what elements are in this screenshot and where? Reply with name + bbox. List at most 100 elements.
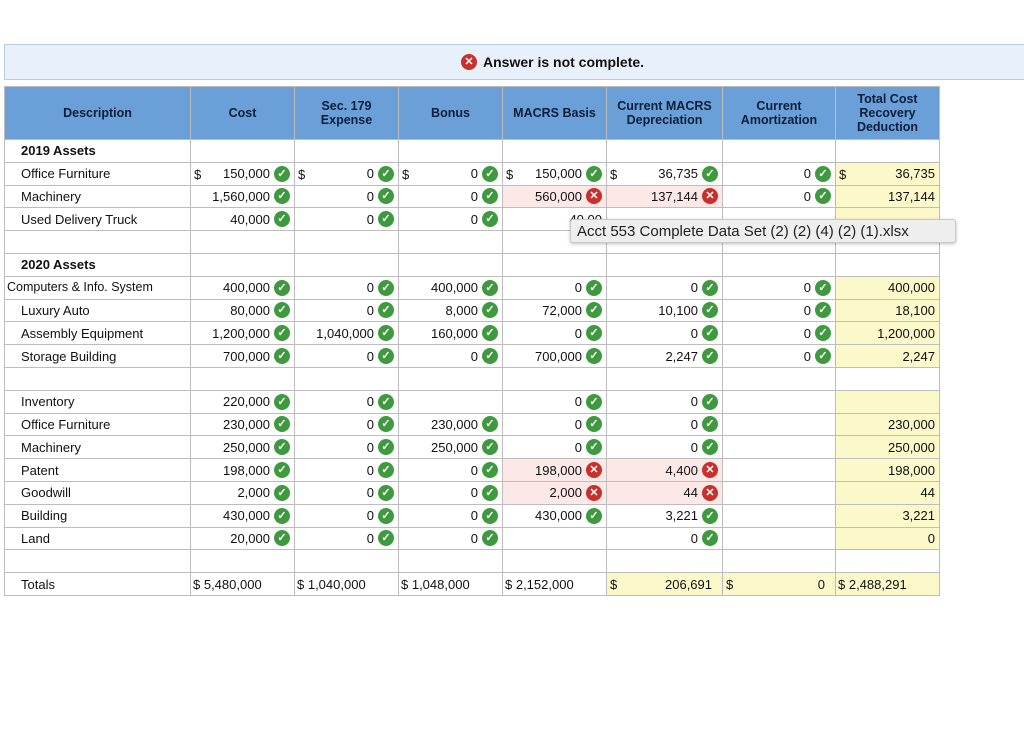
cost-cell[interactable]: 400,000 ✓ <box>190 275 295 300</box>
cost-cell[interactable]: 430,000 ✓ <box>190 503 295 528</box>
macrs-basis-cell[interactable]: 72,000 ✓ <box>502 298 607 323</box>
macrs-depreciation-cell[interactable]: 0 ✓ <box>606 321 723 346</box>
macrs-depreciation-cell[interactable]: 4,400 ✕ <box>606 458 723 482</box>
amortization-cell[interactable]: 0 ✓ <box>722 184 836 209</box>
bonus-cell[interactable]: 230,000 ✓ <box>398 412 503 437</box>
sec179-cell[interactable]: 0 ✓ <box>294 298 399 323</box>
bonus-cell[interactable]: 0 ✓ <box>398 503 503 528</box>
sec179-cell[interactable]: 0 ✓ <box>294 503 399 528</box>
bonus-cell[interactable]: 250,000 ✓ <box>398 435 503 460</box>
amortization-cell[interactable]: 0 ✓ <box>722 298 836 323</box>
check-circle-icon: ✓ <box>586 393 602 410</box>
macrs-basis-cell[interactable]: 2,000 ✕ <box>502 480 607 505</box>
bonus-cell[interactable]: 0 ✓ <box>398 480 503 505</box>
amortization-cell[interactable] <box>722 503 836 528</box>
cost-cell[interactable]: 220,000 ✓ <box>190 389 295 414</box>
macrs-depreciation-cell[interactable]: 3,221 ✓ <box>606 503 723 528</box>
macrs-depreciation-cell[interactable]: 10,100 ✓ <box>606 298 723 323</box>
cost-cell[interactable]: 198,000 ✓ <box>190 458 295 482</box>
macrs-basis-cell[interactable]: 0 ✓ <box>502 412 607 437</box>
cell-content: 198,000 ✕ <box>503 462 602 479</box>
cost-cell[interactable]: 40,000 ✓ <box>190 207 295 232</box>
cost-cell[interactable]: 230,000 ✓ <box>190 412 295 437</box>
macrs-basis-cell[interactable]: 430,000 ✓ <box>502 503 607 528</box>
cell-value: 0 <box>803 166 811 182</box>
cost-cell[interactable]: 80,000 ✓ <box>190 298 295 323</box>
sec179-cell[interactable]: 0 ✓ <box>294 458 399 482</box>
cell-content: 0 ✓ <box>399 188 498 205</box>
sec179-cell[interactable]: 0 ✓ <box>294 412 399 437</box>
bonus-cell[interactable]: 0 ✓ <box>398 526 503 551</box>
amortization-cell[interactable] <box>722 458 836 482</box>
x-circle-icon: ✕ <box>586 462 602 479</box>
sec179-cell[interactable]: 0 ✓ <box>294 275 399 300</box>
cell-content: 44 ✕ <box>607 484 718 501</box>
macrs-basis-cell[interactable]: $150,000 ✓ <box>502 161 607 186</box>
macrs-depreciation-cell[interactable]: $36,735 ✓ <box>606 161 723 186</box>
bonus-cell[interactable]: 400,000 ✓ <box>398 275 503 300</box>
cell-content: 0 ✓ <box>399 165 498 182</box>
sec179-cell[interactable]: 0 ✓ <box>294 344 399 368</box>
macrs-depreciation-cell[interactable]: 0 ✓ <box>606 412 723 437</box>
bonus-cell[interactable]: 160,000 ✓ <box>398 321 503 346</box>
cost-cell[interactable]: 250,000 ✓ <box>190 435 295 460</box>
bonus-cell[interactable] <box>398 389 503 414</box>
cell-value: 3,221 <box>902 508 935 524</box>
sec179-cell[interactable]: 0 ✓ <box>294 184 399 209</box>
amortization-cell[interactable] <box>722 526 836 551</box>
sec179-cell[interactable]: 0 ✓ <box>294 389 399 414</box>
cost-cell[interactable]: $150,000 ✓ <box>190 161 295 186</box>
macrs-depreciation-cell[interactable]: 44 ✕ <box>606 480 723 505</box>
cell-value: 0 <box>366 416 374 432</box>
bonus-cell[interactable]: 0 ✓ <box>398 207 503 232</box>
macrs-basis-cell[interactable]: 560,000 ✕ <box>502 184 607 209</box>
bonus-cell[interactable]: 0 ✓ <box>398 344 503 368</box>
amortization-cell[interactable] <box>722 389 836 414</box>
check-circle-icon: ✓ <box>274 165 290 182</box>
bonus-cell[interactable]: 0 ✓ <box>398 184 503 209</box>
sec179-cell[interactable]: 1,040,000 ✓ <box>294 321 399 346</box>
amortization-cell[interactable]: 0 ✓ <box>722 275 836 300</box>
macrs-depreciation-cell[interactable]: 0 ✓ <box>606 435 723 460</box>
macrs-basis-cell[interactable]: 700,000 ✓ <box>502 344 607 368</box>
macrs-basis-cell[interactable]: 198,000 ✕ <box>502 458 607 482</box>
total-cell: 230,000 <box>835 412 940 437</box>
cell-value: $ 5,480,000 <box>193 576 262 592</box>
cost-cell[interactable]: 1,200,000 ✓ <box>190 321 295 346</box>
bonus-cell[interactable]: 8,000 ✓ <box>398 298 503 323</box>
row-description: Goodwill <box>4 480 191 505</box>
sec179-cell[interactable]: $0 ✓ <box>294 161 399 186</box>
section-row: 2020 Assets <box>4 252 940 277</box>
amortization-cell[interactable]: 0 ✓ <box>722 321 836 346</box>
cost-cell[interactable]: 700,000 ✓ <box>190 344 295 368</box>
amortization-cell[interactable]: 0 ✓ <box>722 344 836 368</box>
cell-content: 4,400 ✕ <box>607 462 718 479</box>
cost-cell[interactable]: 1,560,000 ✓ <box>190 184 295 209</box>
macrs-depreciation-cell[interactable]: 137,144 ✕ <box>606 184 723 209</box>
macrs-basis-cell[interactable]: 0 ✓ <box>502 275 607 300</box>
macrs-depreciation-cell[interactable]: 0 ✓ <box>606 526 723 551</box>
macrs-basis-cell[interactable]: 0 ✓ <box>502 389 607 414</box>
cell-value: 137,144 <box>651 188 698 204</box>
cell-content: 2,247 ✓ <box>607 348 718 365</box>
sec179-cell[interactable]: 0 ✓ <box>294 207 399 232</box>
sec179-cell[interactable]: 0 ✓ <box>294 526 399 551</box>
macrs-basis-cell[interactable]: 0 ✓ <box>502 435 607 460</box>
cost-cell[interactable]: 20,000 ✓ <box>190 526 295 551</box>
bonus-cell[interactable]: $0 ✓ <box>398 161 503 186</box>
cost-cell[interactable]: 2,000 ✓ <box>190 480 295 505</box>
macrs-basis-cell[interactable]: 0 ✓ <box>502 321 607 346</box>
macrs-depreciation-cell[interactable]: 0 ✓ <box>606 275 723 300</box>
amortization-cell[interactable] <box>722 412 836 437</box>
macrs-depreciation-cell[interactable]: 2,247 ✓ <box>606 344 723 368</box>
amortization-cell[interactable] <box>722 480 836 505</box>
table-row: Building 430,000 ✓ 0 ✓ 0 ✓ 430,000 ✓ 3,221 ✓ 3,221 <box>4 503 940 528</box>
bonus-cell[interactable]: 0 ✓ <box>398 458 503 482</box>
cell-content: 0 ✓ <box>295 188 394 205</box>
sec179-cell[interactable]: 0 ✓ <box>294 480 399 505</box>
macrs-basis-cell[interactable] <box>502 526 607 551</box>
amortization-cell[interactable] <box>722 435 836 460</box>
amortization-cell[interactable]: 0 ✓ <box>722 161 836 186</box>
macrs-depreciation-cell[interactable]: 0 ✓ <box>606 389 723 414</box>
sec179-cell[interactable]: 0 ✓ <box>294 435 399 460</box>
